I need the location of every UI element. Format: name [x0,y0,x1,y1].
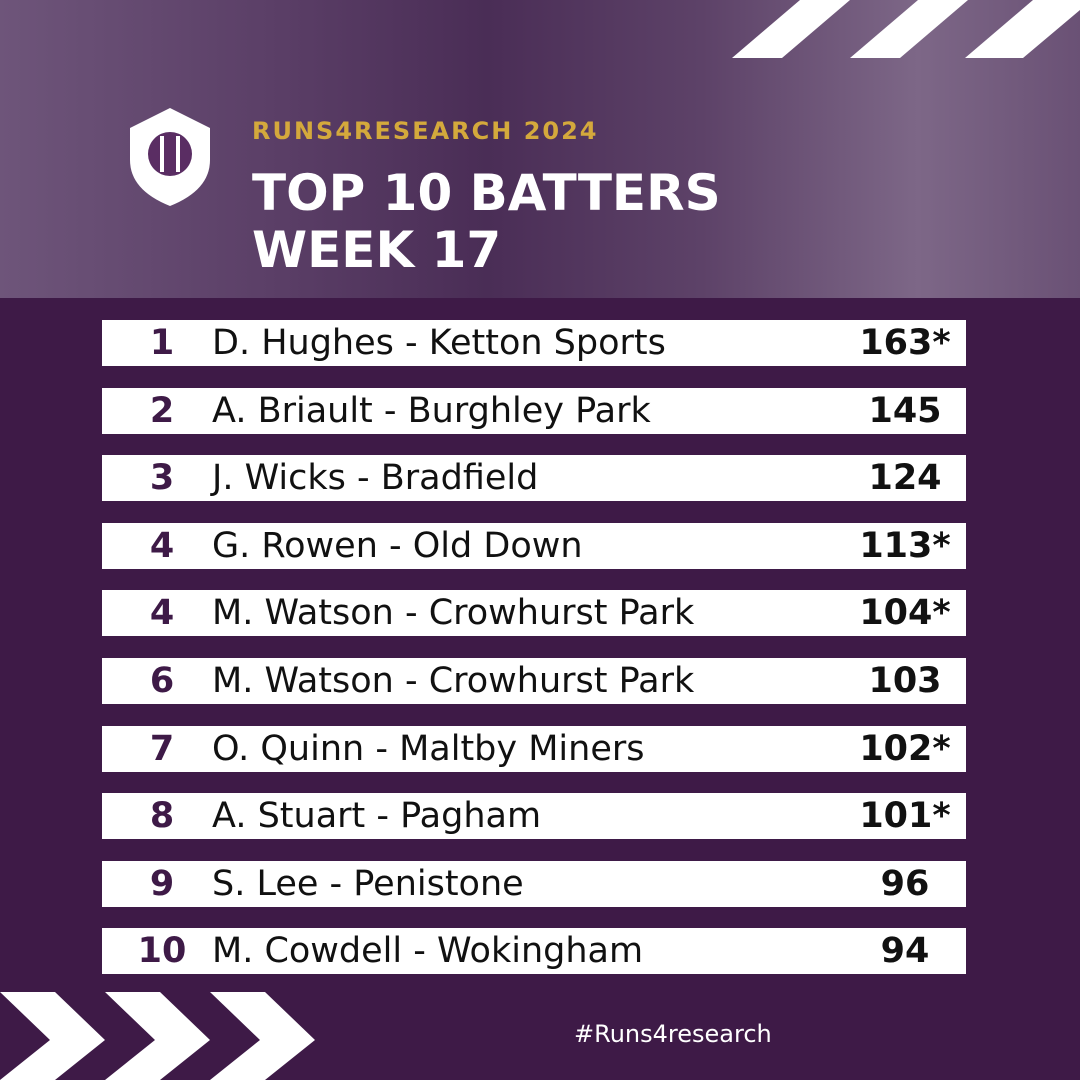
score: 94 [880,931,930,972]
leaderboard-row: 4 M. Watson - Crowhurst Park 104* [102,590,966,637]
rank: 2 [149,390,175,431]
name: J. Wicks - Bradfield [212,458,539,499]
rank: 6 [149,661,175,701]
rank: 1 [149,323,175,363]
title: WEEK 17 [252,221,502,279]
score: 102* [859,728,951,769]
leaderboard-row: 1 D. Hughes - Ketton Sports 163* [102,320,966,366]
kicker: RUNS4RESEARCH 2024 [252,117,599,145]
name: M. Cowdell - Wokingham [212,931,644,972]
leaderboard-row: 6 M. Watson - Crowhurst Park 103 [102,658,966,704]
rank: 9 [149,863,175,904]
leaderboard-row: 2 A. Briault - Burghley Park 145 [102,387,966,434]
name: A. Briault - Burghley Park [212,390,651,431]
name: S. Lee - Penistone [212,863,524,904]
score: 124 [868,458,942,499]
score: 101* [859,796,951,837]
name: A. Stuart - Pagham [212,796,542,837]
leaderboard-row: 3 J. Wicks - Bradfield 124 [102,455,966,502]
name: D. Hughes - Ketton Sports [212,323,666,363]
score: 163* [859,323,951,363]
score: 96 [880,863,930,904]
score: 145 [868,390,942,431]
leaderboard-row: 10 M. Cowdell - Wokingham 94 [102,928,966,975]
stripes [732,0,1080,58]
leaderboard-row: 8 A. Stuart - Pagham 101* [102,793,966,840]
rank: 7 [149,728,175,769]
leaderboard-row: 4 G. Rowen - Old Down 113* [102,522,966,569]
score: 104* [859,593,951,634]
rank: 4 [149,525,175,566]
rank: 10 [137,931,187,972]
chevrons [0,992,315,1080]
hashtag: #Runs4research [574,1020,772,1048]
shield-logo [130,108,210,206]
score: 103 [868,661,942,701]
rank: 4 [149,593,175,634]
title: TOP 10 BATTERS [252,164,721,222]
name: M. Watson - Crowhurst Park [212,593,695,634]
name: G. Rowen - Old Down [212,525,583,566]
rank: 3 [149,458,175,499]
name: M. Watson - Crowhurst Park [212,661,695,701]
leaderboard-row: 7 O. Quinn - Maltby Miners 102* [102,725,966,772]
leaderboard-row: 9 S. Lee - Penistone 96 [102,860,966,907]
rank: 8 [149,796,175,837]
score: 113* [859,525,951,566]
name: O. Quinn - Maltby Miners [212,728,645,769]
